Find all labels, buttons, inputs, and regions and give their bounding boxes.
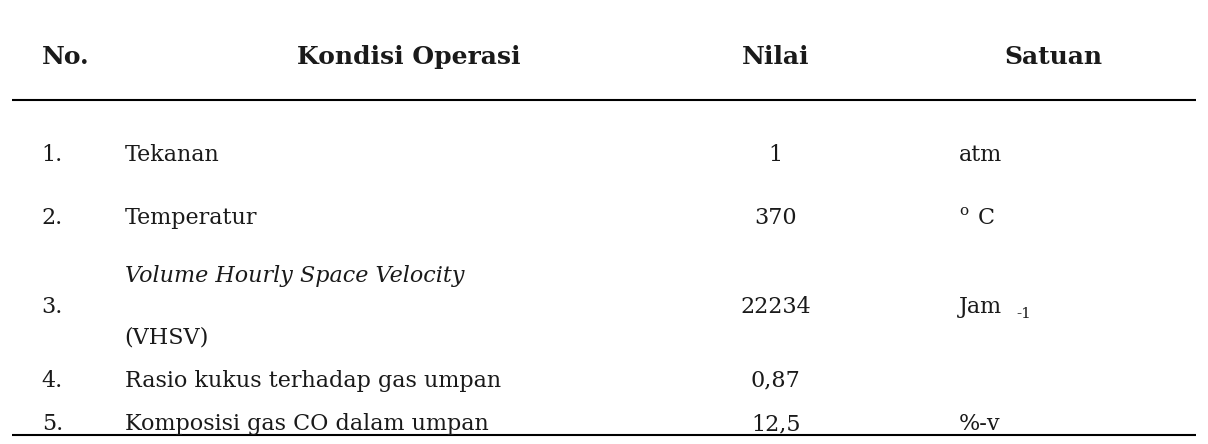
Text: No.: No. <box>41 45 89 69</box>
Text: Rasio kukus terhadap gas umpan: Rasio kukus terhadap gas umpan <box>124 370 500 392</box>
Text: 1: 1 <box>768 143 783 166</box>
Text: C: C <box>978 206 995 229</box>
Text: Tekanan: Tekanan <box>124 143 220 166</box>
Text: 0,87: 0,87 <box>751 370 801 392</box>
Text: -1: -1 <box>1016 307 1030 321</box>
Text: (VHSV): (VHSV) <box>124 326 209 348</box>
Text: 2.: 2. <box>41 206 63 229</box>
Text: atm: atm <box>959 143 1003 166</box>
Text: 370: 370 <box>754 206 797 229</box>
Text: o: o <box>959 204 969 218</box>
Text: 12,5: 12,5 <box>751 413 801 435</box>
Text: 4.: 4. <box>41 370 63 392</box>
Text: 5.: 5. <box>41 413 63 435</box>
Text: Nilai: Nilai <box>742 45 809 69</box>
Text: 1.: 1. <box>41 143 63 166</box>
Text: Jam: Jam <box>959 296 1003 318</box>
Text: Satuan: Satuan <box>1005 45 1103 69</box>
Text: Temperatur: Temperatur <box>124 206 257 229</box>
Text: 22234: 22234 <box>741 296 811 318</box>
Text: Komposisi gas CO dalam umpan: Komposisi gas CO dalam umpan <box>124 413 488 435</box>
Text: %-v: %-v <box>959 413 1000 435</box>
Text: Volume Hourly Space Velocity: Volume Hourly Space Velocity <box>124 266 464 287</box>
Text: Kondisi Operasi: Kondisi Operasi <box>297 45 521 69</box>
Text: 3.: 3. <box>41 296 63 318</box>
